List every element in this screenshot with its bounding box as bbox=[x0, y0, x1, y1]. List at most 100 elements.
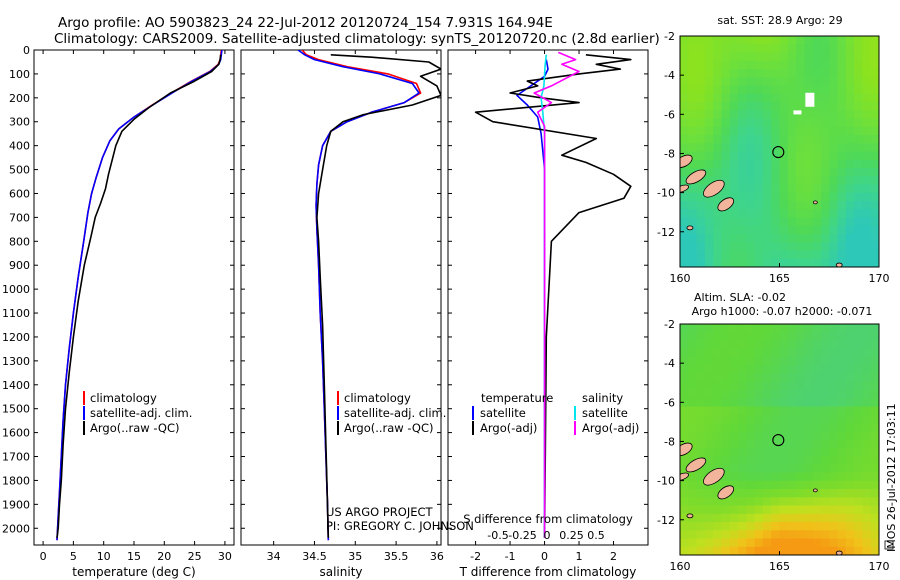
map-cell bbox=[870, 192, 879, 202]
map-cell bbox=[821, 398, 830, 408]
map-cell bbox=[771, 447, 781, 457]
map-cell bbox=[721, 36, 731, 45]
map-cell bbox=[787, 489, 797, 498]
map-cell bbox=[870, 324, 879, 333]
map-cell bbox=[779, 60, 789, 70]
map-cell bbox=[854, 135, 863, 144]
map-cell bbox=[688, 324, 698, 333]
map-cell bbox=[870, 431, 879, 441]
map-cell bbox=[729, 159, 739, 169]
map-cell bbox=[779, 201, 789, 210]
map-cell bbox=[779, 44, 789, 54]
map-cell bbox=[754, 381, 764, 391]
map-cell bbox=[721, 357, 731, 366]
map-cell bbox=[696, 439, 706, 449]
map-cell bbox=[746, 439, 756, 449]
map-cell bbox=[771, 110, 781, 120]
map-cell bbox=[738, 85, 747, 95]
map-cell bbox=[862, 258, 872, 267]
map-cell bbox=[812, 250, 822, 260]
map-cell bbox=[804, 110, 814, 120]
y-tick-label: -2 bbox=[664, 318, 675, 331]
map-cell bbox=[762, 126, 772, 136]
map-cell bbox=[688, 118, 698, 128]
map-cell bbox=[771, 85, 781, 95]
map-cell bbox=[821, 36, 830, 45]
map-cell bbox=[771, 52, 781, 62]
map-cell bbox=[837, 365, 847, 375]
x-tick-label-salinity: 0.5 bbox=[587, 529, 605, 542]
map-cell bbox=[762, 184, 772, 194]
map-cell bbox=[804, 234, 814, 243]
map-cell bbox=[713, 201, 723, 210]
map-cell bbox=[837, 513, 847, 523]
map-cell bbox=[762, 365, 772, 375]
map-cell bbox=[729, 44, 739, 54]
y-tick-label: 1000 bbox=[2, 283, 30, 296]
map-cell bbox=[854, 505, 863, 515]
map-cell bbox=[870, 365, 879, 375]
map-cell bbox=[713, 250, 723, 260]
map-cell bbox=[713, 36, 723, 45]
map-cell bbox=[787, 118, 797, 128]
map-cell bbox=[845, 406, 855, 416]
map-cell bbox=[746, 348, 756, 358]
series-line-satelliteadjclim bbox=[56, 50, 223, 541]
map-cell bbox=[870, 217, 879, 227]
map-cell bbox=[821, 126, 830, 136]
map-cell bbox=[738, 381, 747, 391]
map-cell bbox=[704, 423, 714, 432]
map-cell bbox=[688, 340, 698, 350]
map-cell bbox=[721, 381, 731, 391]
map-cell bbox=[696, 497, 706, 507]
map-cell bbox=[796, 85, 805, 95]
map-cell bbox=[762, 102, 772, 111]
map-cell bbox=[771, 365, 781, 375]
map-cell bbox=[870, 348, 879, 358]
map-cell bbox=[696, 538, 706, 548]
map-cell bbox=[870, 110, 879, 120]
map-cell bbox=[771, 406, 781, 416]
map-cell bbox=[721, 406, 731, 416]
map-cell bbox=[762, 472, 772, 482]
map-cell bbox=[713, 332, 723, 342]
map-cell bbox=[779, 217, 789, 227]
map-cell bbox=[680, 513, 689, 523]
map-cell bbox=[862, 381, 872, 391]
map-cell bbox=[870, 489, 879, 498]
map-cell bbox=[704, 348, 714, 358]
map-cell bbox=[771, 546, 781, 555]
map-cell bbox=[680, 176, 689, 186]
map-cell bbox=[870, 373, 879, 383]
map-cell bbox=[845, 242, 855, 252]
map-cell bbox=[787, 77, 797, 87]
map-cell bbox=[704, 250, 714, 260]
map-cell bbox=[754, 151, 764, 161]
map-cell bbox=[746, 357, 756, 366]
map-cell bbox=[754, 85, 764, 95]
missing-data-patch bbox=[805, 92, 815, 107]
map-cell bbox=[870, 546, 879, 555]
map-cell bbox=[729, 332, 739, 342]
map-cell bbox=[829, 522, 839, 531]
map-cell bbox=[779, 447, 789, 457]
map-cell bbox=[821, 431, 830, 441]
map-cell bbox=[812, 522, 822, 531]
map-cell bbox=[721, 85, 731, 95]
map-cell bbox=[721, 225, 731, 235]
map-cell bbox=[796, 464, 805, 474]
map-cell bbox=[754, 258, 764, 267]
map-cell bbox=[746, 225, 756, 235]
map-cell bbox=[729, 60, 739, 70]
map-cell bbox=[746, 151, 756, 161]
map-cell bbox=[754, 373, 764, 383]
map-cell bbox=[688, 209, 698, 219]
map-cell bbox=[746, 168, 756, 177]
map-cell bbox=[721, 77, 731, 87]
map-cell bbox=[721, 390, 731, 399]
map-cell bbox=[837, 505, 847, 515]
map-cell bbox=[829, 184, 839, 194]
map-cell bbox=[688, 390, 698, 399]
map-cell bbox=[754, 102, 764, 111]
map-cell bbox=[713, 505, 723, 515]
